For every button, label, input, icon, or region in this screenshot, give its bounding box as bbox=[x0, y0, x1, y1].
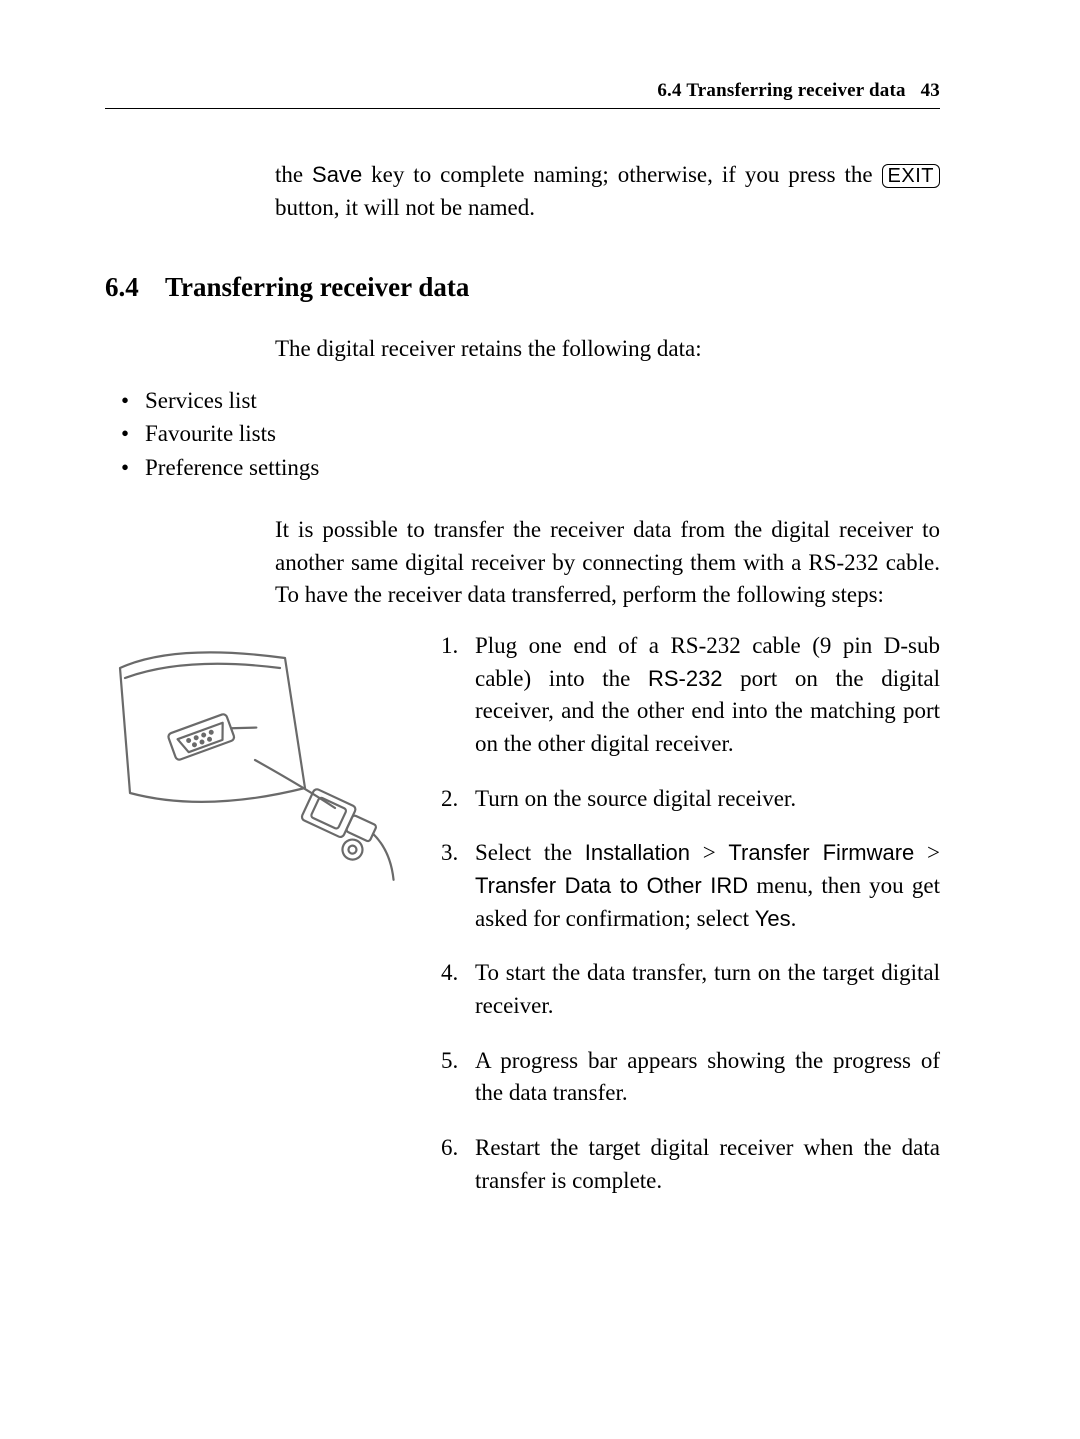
steps-column: Plug one end of a RS-232 cable (9 pin D-… bbox=[441, 630, 940, 1219]
text: . bbox=[791, 906, 797, 931]
yes-label: Yes bbox=[755, 906, 791, 931]
list-item: Services list bbox=[145, 384, 940, 417]
retained-data-list: Services list Favourite lists Preference… bbox=[105, 384, 940, 484]
text: button, it will not be named. bbox=[275, 195, 535, 220]
menu-path-3: Transfer Data to Other IRD bbox=[475, 873, 748, 898]
step-5: A progress bar appears showing the progr… bbox=[441, 1045, 940, 1110]
port-label: RS-232 bbox=[648, 666, 723, 691]
steps-layout: Plug one end of a RS-232 cable (9 pin D-… bbox=[105, 630, 940, 1219]
text: > bbox=[914, 840, 940, 865]
text: key to complete naming; otherwise, if yo… bbox=[362, 162, 881, 187]
page-number: 43 bbox=[921, 80, 940, 101]
section-number: 6.4 bbox=[105, 272, 165, 303]
step-3: Select the Installation > Transfer Firmw… bbox=[441, 837, 940, 935]
text: Select the bbox=[475, 840, 585, 865]
step-4: To start the data transfer, turn on the … bbox=[441, 957, 940, 1022]
step-1: Plug one end of a RS-232 cable (9 pin D-… bbox=[441, 630, 940, 761]
explain-paragraph: It is possible to transfer the receiver … bbox=[275, 514, 940, 612]
cable-icon bbox=[105, 638, 435, 898]
list-item: Favourite lists bbox=[145, 417, 940, 450]
rs232-cable-illustration bbox=[105, 630, 435, 903]
carryover-paragraph: the Save key to complete naming; otherwi… bbox=[275, 159, 940, 224]
lead-sentence: The digital receiver retains the followi… bbox=[275, 333, 940, 366]
section-heading: 6.4 Transferring receiver data bbox=[105, 272, 940, 303]
steps-list: Plug one end of a RS-232 cable (9 pin D-… bbox=[441, 630, 940, 1197]
page: 6.4 Transferring receiver data 43 the Sa… bbox=[0, 0, 1080, 1439]
text: > bbox=[690, 840, 728, 865]
step-6: Restart the target digital receiver when… bbox=[441, 1132, 940, 1197]
menu-path-1: Installation bbox=[585, 840, 690, 865]
save-key-label: Save bbox=[312, 162, 362, 187]
list-item: Preference settings bbox=[145, 451, 940, 484]
exit-keycap: EXIT bbox=[882, 164, 940, 188]
running-header-section: 6.4 Transferring receiver data bbox=[657, 80, 905, 101]
running-header: 6.4 Transferring receiver data 43 bbox=[105, 80, 940, 109]
section-title: Transferring receiver data bbox=[165, 272, 469, 303]
menu-path-2: Transfer Firmware bbox=[728, 840, 914, 865]
text: the bbox=[275, 162, 312, 187]
step-2: Turn on the source digital receiver. bbox=[441, 783, 940, 816]
